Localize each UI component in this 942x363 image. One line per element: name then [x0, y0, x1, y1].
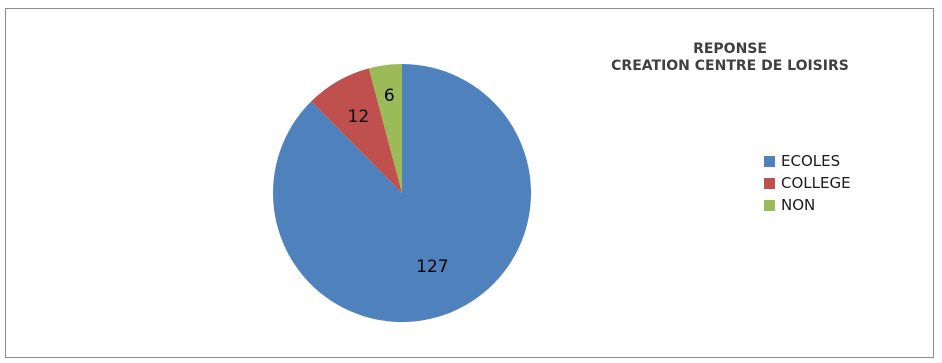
legend-swatch-non: [764, 199, 775, 211]
legend-swatch-ecoles: [764, 155, 775, 167]
data-label-college: 12: [348, 107, 370, 127]
chart-title-line-2: CREATION CENTRE DE LOISIRS: [611, 58, 849, 74]
chart-legend: ECOLES COLLEGE NON: [764, 150, 851, 216]
legend-item-ecoles: ECOLES: [764, 150, 851, 172]
pie-slice-ecoles: [273, 64, 531, 322]
legend-item-college: COLLEGE: [764, 172, 851, 194]
legend-label-college: COLLEGE: [781, 174, 851, 192]
chart-title-line-1: REPONSE: [693, 41, 767, 57]
pie-slice-college: [311, 68, 402, 193]
legend-item-non: NON: [764, 194, 851, 216]
pie-slices: [273, 64, 531, 322]
legend-label-non: NON: [781, 196, 816, 214]
data-label-non: 6: [384, 86, 395, 106]
pie-data-labels: 127 12 6: [348, 86, 449, 277]
legend-swatch-college: [764, 177, 775, 189]
pie-slice-non: [368, 64, 402, 193]
data-label-ecoles: 127: [416, 257, 448, 277]
chart-title: REPONSE CREATION CENTRE DE LOISIRS: [560, 41, 900, 75]
legend-label-ecoles: ECOLES: [781, 152, 841, 170]
